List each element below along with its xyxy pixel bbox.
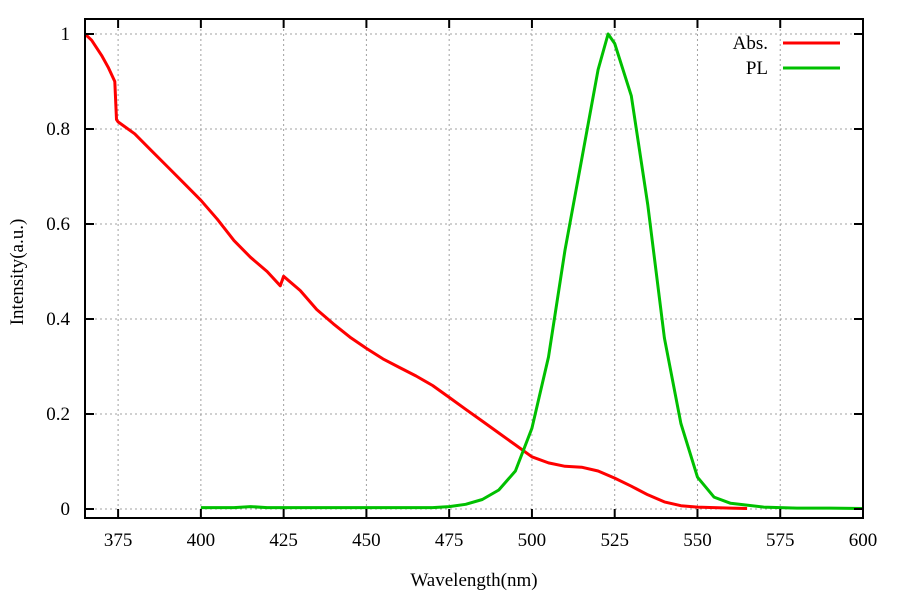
y-tick-label: 0.2 [46, 404, 70, 425]
legend-label: Abs. [733, 33, 768, 54]
y-axis-label: Intensity(a.u.) [7, 219, 28, 326]
y-tick-label: 0.4 [46, 309, 70, 330]
series-lines [83, 32, 864, 510]
series-line-pl [200, 32, 864, 510]
y-tick-label: 0 [61, 499, 71, 520]
series-line-abs [83, 32, 748, 510]
y-tick-label: 1 [61, 24, 71, 45]
legend-label: PL [746, 58, 768, 79]
x-tick-label: 475 [435, 530, 464, 551]
y-tick-label: 0.8 [46, 119, 70, 140]
x-tick-label: 425 [269, 530, 298, 551]
legend: Abs. PL [733, 33, 840, 79]
ticks: 375 400 425 450 475 500 525 550 575 600 0 0.2 0.4 0.6… [46, 19, 877, 551]
x-axis-label: Wavelength(nm) [410, 570, 537, 591]
x-tick-label: 550 [683, 530, 712, 551]
x-tick-label: 600 [849, 530, 878, 551]
x-tick-label: 525 [600, 530, 629, 551]
x-tick-label: 500 [518, 530, 547, 551]
plot-frame [84, 18, 864, 519]
y-tick-label: 0.6 [46, 214, 70, 235]
x-tick-label: 400 [187, 530, 216, 551]
grid [85, 19, 864, 518]
x-tick-label: 450 [352, 530, 381, 551]
x-tick-label: 375 [104, 530, 133, 551]
x-tick-label: 575 [766, 530, 795, 551]
